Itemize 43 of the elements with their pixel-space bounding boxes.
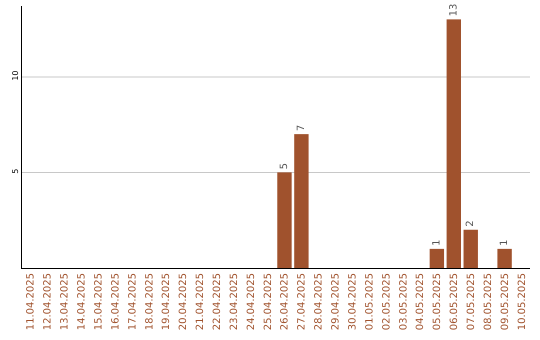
x-tick-label: 11.04.2025 — [26, 273, 37, 330]
x-tick-label: 23.04.2025 — [228, 273, 240, 330]
x-tick-label: 10.05.2025 — [516, 273, 528, 330]
bar — [430, 248, 444, 268]
x-tick-label: 19.04.2025 — [161, 273, 172, 330]
data-label: 1 — [431, 240, 442, 246]
x-tick-label: 02.05.2025 — [381, 273, 392, 330]
data-label: 2 — [465, 220, 476, 227]
x-tick-label: 24.04.2025 — [246, 273, 257, 330]
bar — [446, 19, 461, 268]
data-label: 13 — [448, 4, 460, 16]
x-tick-label: 13.04.2025 — [60, 273, 71, 330]
x-tick-label: 06.05.2025 — [449, 273, 460, 330]
x-tick-label: 29.04.2025 — [330, 273, 342, 330]
x-tick-label: 15.04.2025 — [93, 273, 104, 330]
bar — [294, 134, 309, 268]
x-tick-label: 21.04.2025 — [195, 273, 206, 330]
x-tick-label: 17.04.2025 — [127, 273, 138, 330]
x-tick-label: 03.05.2025 — [398, 273, 410, 330]
bar — [464, 230, 478, 268]
y-tick-label: 10 — [10, 70, 20, 81]
x-tick-label: 08.05.2025 — [482, 273, 494, 330]
x-tick-label: 20.04.2025 — [178, 273, 190, 330]
x-tick-label: 09.05.2025 — [500, 273, 511, 330]
x-tick-label: 28.04.2025 — [314, 273, 325, 330]
x-tick-label: 30.04.2025 — [347, 273, 358, 330]
x-tick-label: 07.05.2025 — [466, 273, 477, 330]
data-label: 5 — [278, 163, 290, 170]
x-tick-label: 05.05.2025 — [432, 273, 444, 330]
x-tick-label: 01.05.2025 — [364, 273, 376, 330]
x-tick-label: 14.04.2025 — [76, 273, 88, 330]
bar — [277, 172, 292, 268]
x-tick-label: 16.04.2025 — [110, 273, 122, 330]
x-tick-label: 18.04.2025 — [144, 273, 156, 330]
x-tick-label: 04.05.2025 — [415, 273, 426, 330]
x-tick-label: 27.04.2025 — [296, 273, 308, 330]
x-tick-label: 25.04.2025 — [262, 273, 274, 330]
x-tick-label: 22.04.2025 — [212, 273, 223, 330]
data-label: 7 — [296, 124, 307, 132]
data-label: 1 — [499, 240, 510, 246]
x-tick-label: 12.04.2025 — [42, 273, 54, 330]
bar — [497, 248, 512, 268]
x-tick-label: 26.04.2025 — [280, 273, 291, 330]
